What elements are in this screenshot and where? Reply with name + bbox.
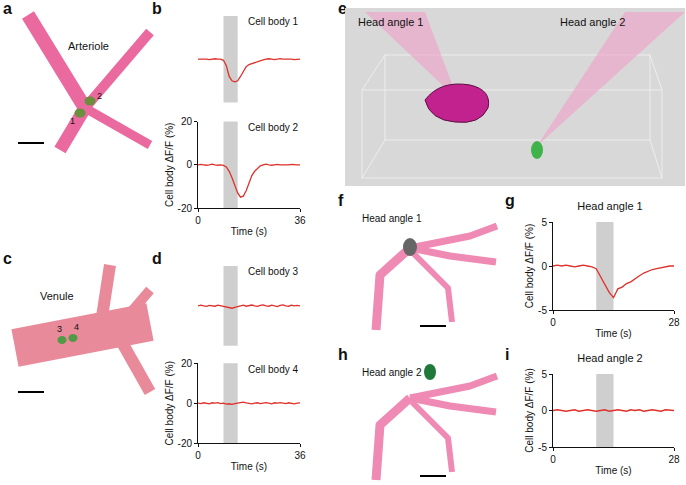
svg-text:h: h — [338, 346, 348, 363]
svg-text:Head angle 1: Head angle 1 — [577, 200, 642, 212]
svg-text:Time (s): Time (s) — [595, 328, 631, 339]
svg-text:2: 2 — [97, 91, 102, 101]
svg-text:5: 5 — [541, 369, 547, 380]
svg-text:-5: -5 — [538, 305, 547, 316]
svg-text:1: 1 — [70, 116, 75, 126]
svg-text:d: d — [152, 250, 162, 267]
svg-text:Time (s): Time (s) — [595, 465, 631, 476]
svg-text:f: f — [338, 192, 344, 209]
svg-text:Head angle 2: Head angle 2 — [577, 352, 642, 364]
svg-text:0: 0 — [186, 159, 192, 170]
svg-text:Venule: Venule — [40, 290, 74, 302]
svg-text:Head angle 2: Head angle 2 — [362, 367, 422, 378]
svg-text:Cell body 1: Cell body 1 — [248, 16, 298, 27]
svg-text:Cell body ΔF/F (%): Cell body ΔF/F (%) — [524, 224, 535, 308]
svg-text:c: c — [3, 250, 12, 267]
svg-text:Cell body 3: Cell body 3 — [248, 266, 298, 277]
svg-text:4: 4 — [74, 322, 79, 332]
svg-text:0: 0 — [186, 398, 192, 409]
svg-text:Cell body 4: Cell body 4 — [248, 364, 298, 375]
svg-text:Arteriole: Arteriole — [68, 40, 109, 52]
svg-text:Head angle 1: Head angle 1 — [358, 16, 423, 28]
svg-text:0: 0 — [195, 215, 201, 226]
svg-text:i: i — [505, 346, 509, 363]
svg-text:20: 20 — [181, 358, 193, 369]
svg-text:Cell body 2: Cell body 2 — [248, 122, 298, 133]
svg-text:-20: -20 — [178, 203, 193, 214]
svg-text:Cell body ΔF/F (%): Cell body ΔF/F (%) — [164, 361, 175, 445]
svg-text:28: 28 — [668, 317, 680, 328]
svg-text:0: 0 — [550, 454, 556, 465]
svg-text:Cell body ΔF/F (%): Cell body ΔF/F (%) — [524, 368, 535, 452]
svg-text:e: e — [338, 0, 347, 17]
svg-text:a: a — [3, 0, 12, 17]
svg-text:Time (s): Time (s) — [231, 461, 267, 472]
svg-text:0: 0 — [195, 450, 201, 461]
svg-text:3: 3 — [57, 324, 62, 334]
svg-text:Time (s): Time (s) — [231, 226, 267, 237]
svg-text:Head angle 2: Head angle 2 — [560, 16, 625, 28]
svg-text:0: 0 — [541, 405, 547, 416]
svg-text:28: 28 — [668, 454, 680, 465]
svg-text:36: 36 — [294, 450, 306, 461]
svg-text:Cell body ΔF/F (%): Cell body ΔF/F (%) — [164, 123, 175, 207]
svg-text:20: 20 — [181, 116, 193, 127]
svg-text:-5: -5 — [538, 442, 547, 453]
svg-text:0: 0 — [550, 317, 556, 328]
svg-text:-20: -20 — [178, 438, 193, 449]
svg-text:36: 36 — [294, 215, 306, 226]
svg-text:5: 5 — [541, 217, 547, 228]
svg-text:0: 0 — [541, 261, 547, 272]
svg-text:Head angle 1: Head angle 1 — [362, 213, 422, 224]
svg-text:g: g — [505, 192, 515, 209]
svg-text:b: b — [152, 0, 162, 17]
